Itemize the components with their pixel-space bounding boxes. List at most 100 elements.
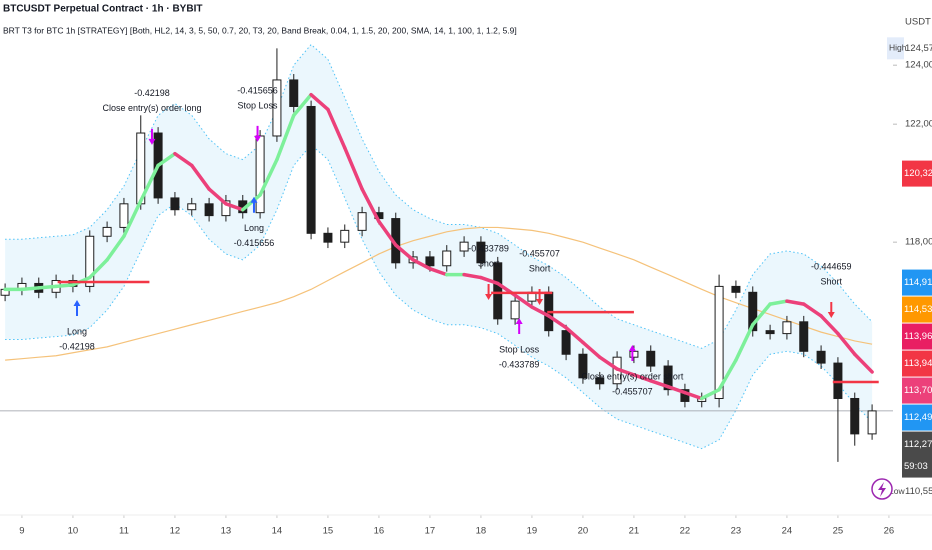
- symbol-title: BTCUSDT Perpetual Contract · 1h · BYBIT: [3, 4, 202, 15]
- candle-body: [425, 256, 435, 267]
- candle-body: [459, 241, 469, 252]
- t3-segment: [37, 284, 58, 290]
- t3-segment: [666, 384, 687, 395]
- trade-arrow: [515, 317, 523, 334]
- candle-body: [731, 285, 741, 293]
- t3-segment: [156, 151, 177, 168]
- candle-body: [102, 226, 112, 237]
- replay-icon[interactable]: [871, 478, 893, 500]
- t3-segment: [581, 340, 602, 359]
- t3-segment: [479, 275, 500, 286]
- t3-segment: [224, 202, 245, 212]
- x-tick-label: 26: [884, 526, 895, 537]
- candle-body: [255, 135, 265, 214]
- trade-arrow: [536, 288, 544, 305]
- price-tag: [902, 296, 932, 323]
- t3-segment: [207, 187, 228, 206]
- x-tick-label: 14: [272, 526, 283, 537]
- candle-body: [221, 200, 231, 217]
- candle-body: [476, 241, 486, 264]
- price-tag: [902, 431, 932, 478]
- x-tick-label: 24: [782, 526, 793, 537]
- price-tag-label: 113,946.2: [904, 358, 932, 369]
- countdown-label: 59:03: [904, 461, 928, 472]
- high-tag-value: 124,571.2: [905, 43, 932, 54]
- t3-segment: [547, 314, 568, 330]
- trade-label: -0.455707: [519, 248, 560, 258]
- candle-body: [714, 285, 724, 399]
- candle-body: [782, 321, 792, 335]
- t3-segment: [683, 390, 704, 401]
- trade-label: Short: [529, 263, 551, 273]
- t3-segment: [751, 302, 772, 327]
- x-tick-label: 13: [221, 526, 232, 537]
- candle-body: [748, 291, 758, 332]
- band-upper: [5, 43, 873, 349]
- trade-arrow: [148, 128, 156, 145]
- candle-body: [289, 79, 299, 107]
- t3-segment: [853, 352, 874, 374]
- t3-segment: [734, 323, 755, 362]
- candle-body: [850, 397, 860, 435]
- x-tick-label: 9: [19, 526, 24, 537]
- candle-body: [765, 330, 775, 335]
- price-tag-label: 113,703.8: [904, 385, 932, 396]
- candle-body: [119, 203, 129, 228]
- t3-segment: [615, 367, 636, 377]
- t3-segment: [768, 299, 789, 306]
- price-tag: [902, 323, 932, 350]
- t3-segment: [428, 266, 449, 277]
- band-lower: [5, 144, 873, 450]
- candle-body: [578, 353, 588, 379]
- t3-segment: [173, 151, 194, 168]
- price-tag: [902, 404, 932, 431]
- price-tag-label: 112,279.6: [904, 439, 932, 450]
- t3-segment: [564, 325, 585, 345]
- y-tick-label: 122,000.0: [905, 119, 932, 130]
- y-tick-label: 118,000.0: [905, 237, 932, 248]
- high-tag: [887, 37, 904, 60]
- candle-body: [340, 229, 350, 243]
- t3-segment: [785, 299, 806, 306]
- price-tag: [902, 350, 932, 377]
- y-tick-label: 124,000.0: [905, 60, 932, 71]
- price-tag-label: 120,324.6: [904, 168, 932, 179]
- price-tag: [902, 377, 932, 404]
- t3-segment: [258, 157, 279, 197]
- t3-segment: [819, 314, 840, 336]
- t3-segment: [190, 163, 211, 191]
- candle-body: [204, 203, 214, 217]
- t3-segment: [530, 305, 551, 318]
- t3-segment: [292, 92, 313, 118]
- price-axis: USDT 124,000.0 122,000.0 118,000.0 High124,5…: [887, 17, 932, 505]
- x-tick-label: 23: [731, 526, 742, 537]
- high-tag-name: High: [889, 43, 907, 53]
- t3-segment: [343, 146, 364, 191]
- trade-label: Stop Loss: [238, 100, 279, 110]
- candle-body: [357, 212, 367, 231]
- candle-body: [595, 377, 605, 385]
- t3-segment: [377, 219, 398, 247]
- trade-label: Close entry(s) order long: [102, 103, 201, 113]
- candle-body: [170, 197, 180, 211]
- candle-body: [646, 350, 656, 367]
- x-tick-label: 10: [68, 526, 79, 537]
- x-tick-label: 19: [527, 526, 538, 537]
- sma-line: [5, 226, 873, 361]
- trade-label: Close entry(s) order short: [581, 371, 684, 381]
- low-tag-name: Low: [889, 486, 905, 496]
- trade-label: Long: [67, 326, 87, 336]
- trade-label: -0.444659: [811, 261, 852, 271]
- candle-body: [816, 350, 826, 364]
- t3-segment: [54, 283, 75, 289]
- candle-body: [323, 232, 333, 243]
- trade-label: -0.415656: [234, 238, 275, 248]
- t3-segment: [700, 387, 721, 401]
- x-tick-label: 21: [629, 526, 640, 537]
- trade-arrow: [254, 125, 262, 142]
- x-tick-label: 17: [425, 526, 436, 537]
- t3-segment: [462, 272, 483, 280]
- t3-segment: [717, 358, 738, 392]
- t3-segment: [513, 293, 534, 309]
- t3-segment: [598, 355, 619, 371]
